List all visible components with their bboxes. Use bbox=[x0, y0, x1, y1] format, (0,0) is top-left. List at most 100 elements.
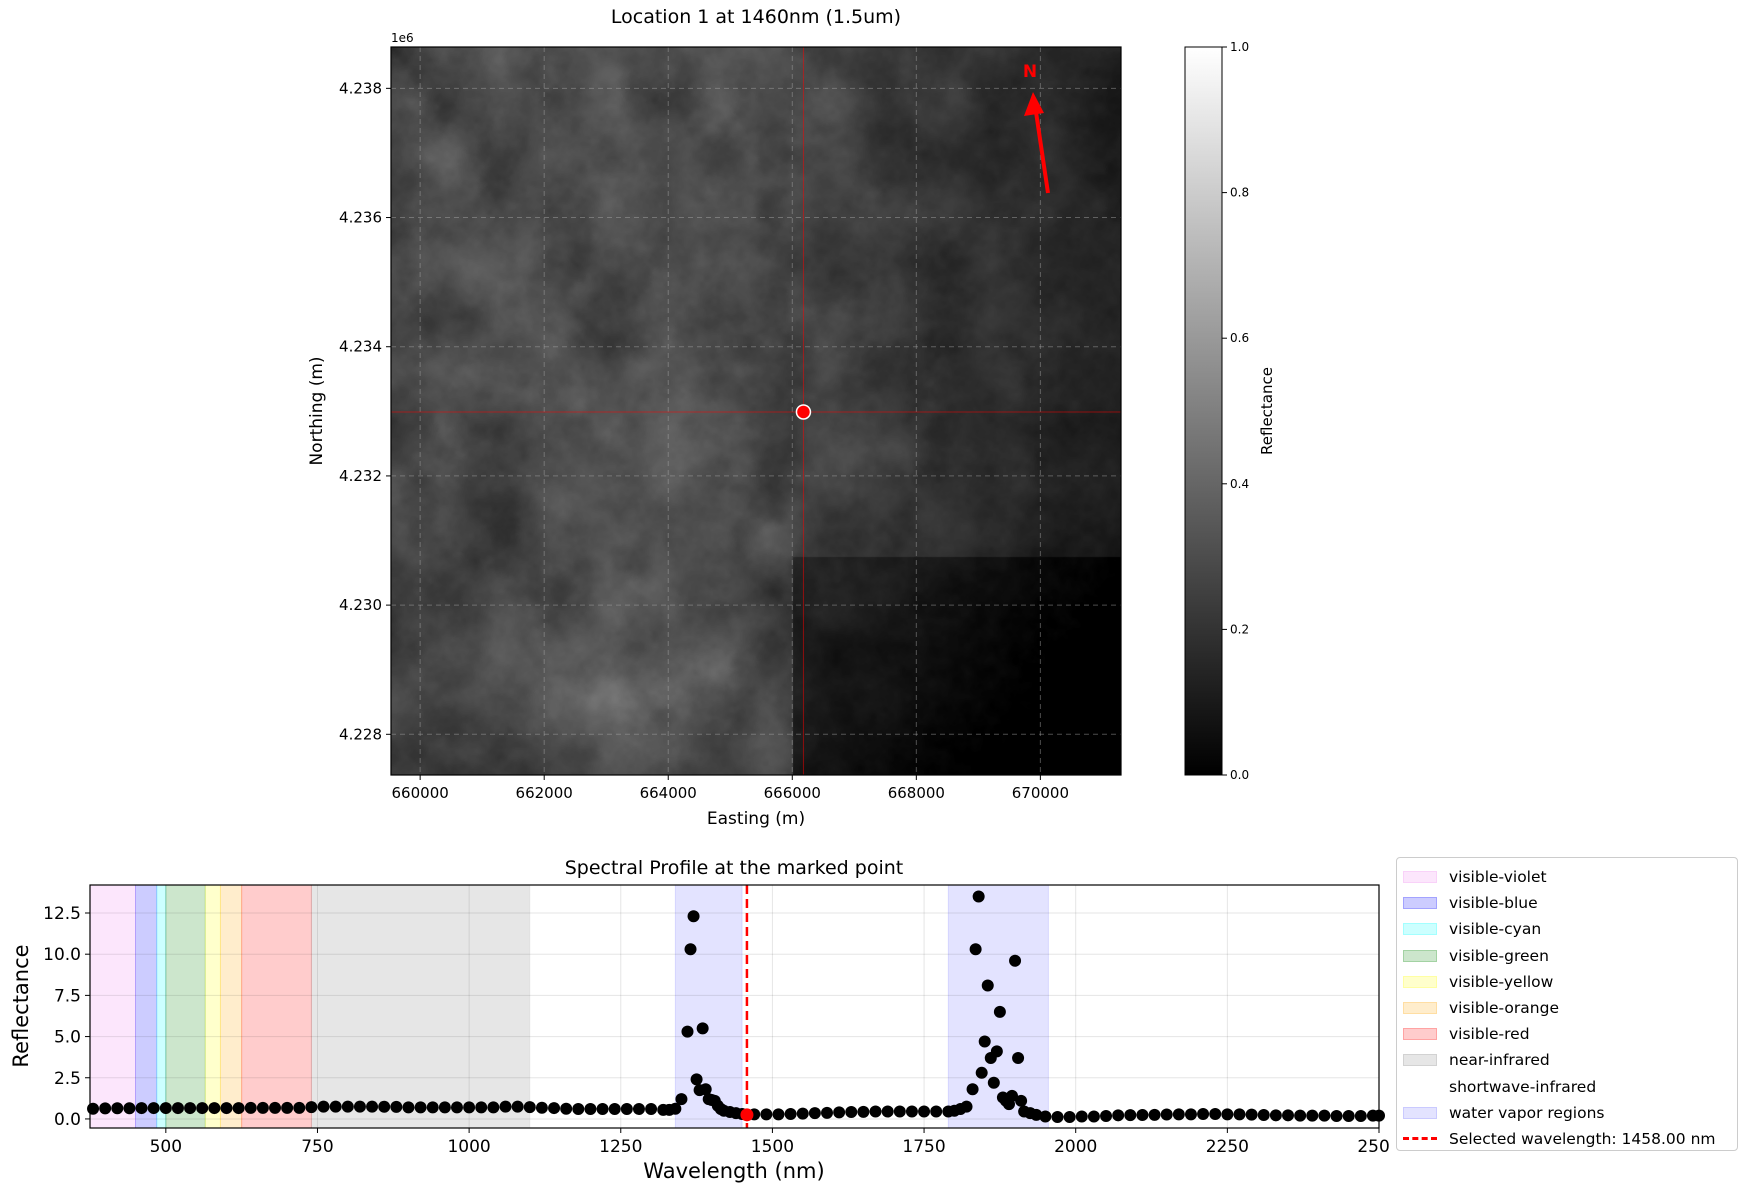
spectral-point bbox=[675, 1093, 688, 1106]
map-xtick-label: 666000 bbox=[764, 784, 821, 802]
map-axes: N 660000 662000 664000 666000 668000 670000 4… bbox=[307, 31, 1276, 829]
spectral-point bbox=[511, 1100, 524, 1113]
spectral-point bbox=[596, 1103, 609, 1116]
chart-xtick-label: 1750 bbox=[902, 1137, 945, 1157]
north-label: N bbox=[1023, 62, 1037, 82]
legend-item: Selected wavelength: 1458.00 nm bbox=[1397, 1126, 1737, 1152]
legend-item: visible-red bbox=[1397, 1021, 1737, 1047]
spectral-point bbox=[1172, 1108, 1185, 1121]
region-visible-yellow bbox=[204, 884, 221, 1129]
map-ytick-label: 4.238 bbox=[339, 79, 382, 97]
region-visible-red bbox=[241, 884, 312, 1129]
chart-ylabel: Reflectance bbox=[9, 944, 33, 1067]
legend-item: visible-blue bbox=[1397, 890, 1737, 916]
spectral-point bbox=[1075, 1110, 1088, 1123]
spectral-point bbox=[1030, 1108, 1043, 1121]
spectral-point bbox=[329, 1100, 342, 1113]
map-ytick-label: 4.230 bbox=[339, 596, 382, 614]
spectral-point bbox=[972, 890, 985, 903]
spectral-point bbox=[845, 1106, 858, 1119]
spectral-point bbox=[1009, 954, 1022, 967]
spectral-chart: Spectral Profile at the marked point 500… bbox=[9, 857, 1390, 1183]
spectral-point bbox=[402, 1101, 415, 1114]
legend-item: visible-green bbox=[1397, 943, 1737, 969]
legend-label: visible-blue bbox=[1449, 894, 1538, 913]
spectral-point bbox=[171, 1102, 184, 1115]
spectral-point bbox=[1087, 1110, 1100, 1123]
spectral-point bbox=[584, 1103, 597, 1116]
spectral-point bbox=[438, 1101, 451, 1114]
region-visible-green bbox=[165, 884, 206, 1129]
spectral-point bbox=[1245, 1108, 1258, 1121]
y-offset-text: 1e6 bbox=[391, 31, 414, 45]
chart-ytick-label: 5.0 bbox=[54, 1028, 81, 1048]
spectral-point bbox=[918, 1105, 931, 1118]
north-arrow-icon bbox=[1034, 111, 1050, 194]
chart-xtick-label: 500 bbox=[150, 1137, 182, 1157]
spectral-point bbox=[1051, 1110, 1064, 1123]
legend-item: visible-yellow bbox=[1397, 969, 1737, 995]
spectral-point bbox=[975, 1066, 988, 1079]
spectral-point bbox=[1197, 1107, 1210, 1120]
map-xtick-label: 664000 bbox=[640, 784, 697, 802]
spectral-point bbox=[608, 1103, 621, 1116]
chart-ytick-label: 0.0 bbox=[54, 1110, 81, 1130]
map-xtick-label: 670000 bbox=[1012, 784, 1069, 802]
spectral-point bbox=[426, 1101, 439, 1114]
spectral-point bbox=[760, 1108, 773, 1121]
spectral-point bbox=[857, 1105, 870, 1118]
spectral-point bbox=[1318, 1109, 1331, 1122]
spectral-point bbox=[184, 1102, 197, 1115]
spectral-point bbox=[1354, 1109, 1367, 1122]
spectral-point bbox=[87, 1102, 100, 1115]
spectral-point bbox=[690, 1073, 703, 1086]
chart-xtick-label: 750 bbox=[301, 1137, 333, 1157]
legend-dashed-line bbox=[1403, 1137, 1437, 1141]
spectral-point bbox=[796, 1107, 809, 1120]
chart-xlabel: Wavelength (nm) bbox=[643, 1159, 824, 1183]
legend-swatch bbox=[1403, 923, 1437, 936]
spectral-point bbox=[560, 1102, 573, 1115]
spectral-point bbox=[881, 1105, 894, 1118]
map-ylabel: Northing (m) bbox=[307, 356, 327, 465]
colorbar-tick-label: 0.2 bbox=[1230, 622, 1249, 636]
spectral-point bbox=[1330, 1109, 1343, 1122]
legend-swatch bbox=[1403, 1054, 1437, 1067]
map-ytick-label: 4.234 bbox=[339, 338, 382, 356]
map-xlabel: Easting (m) bbox=[707, 809, 805, 829]
spectral-point bbox=[684, 943, 697, 956]
spectral-point bbox=[969, 943, 982, 956]
chart-title: Spectral Profile at the marked point bbox=[565, 857, 903, 879]
legend-item: visible-cyan bbox=[1397, 916, 1737, 942]
spectral-point bbox=[966, 1083, 979, 1096]
spectral-point bbox=[535, 1101, 548, 1114]
spectral-point bbox=[772, 1108, 785, 1121]
legend-swatch bbox=[1403, 975, 1437, 988]
chart-xtick-label: 1000 bbox=[447, 1137, 490, 1157]
legend-label: Selected wavelength: 1458.00 nm bbox=[1449, 1129, 1716, 1148]
spectral-point bbox=[147, 1102, 160, 1115]
spectral-point bbox=[1282, 1109, 1295, 1122]
colorbar-tick-label: 0.8 bbox=[1230, 186, 1249, 200]
region-visible-blue bbox=[134, 884, 158, 1129]
legend-item: water vapor regions bbox=[1397, 1100, 1737, 1126]
spectral-point bbox=[869, 1105, 882, 1118]
spectral-point bbox=[960, 1100, 973, 1113]
spectral-point bbox=[632, 1103, 645, 1116]
spectral-point bbox=[1112, 1109, 1125, 1122]
spectral-point bbox=[930, 1105, 943, 1118]
spectral-point bbox=[1269, 1109, 1282, 1122]
spectral-point bbox=[487, 1101, 500, 1114]
marked-point bbox=[795, 404, 812, 420]
spectral-point bbox=[572, 1103, 585, 1116]
spectral-point bbox=[548, 1102, 561, 1115]
chart-legend: visible-violet visible-blue visible-cyan vi… bbox=[1396, 857, 1738, 1151]
spectral-point bbox=[281, 1101, 294, 1114]
spectral-point bbox=[978, 1035, 991, 1048]
legend-label: visible-red bbox=[1449, 1025, 1530, 1044]
chart-xtick-label: 1500 bbox=[751, 1137, 794, 1157]
spectral-point bbox=[1039, 1110, 1052, 1123]
spectral-point bbox=[390, 1100, 403, 1113]
legend-swatch bbox=[1403, 897, 1437, 910]
colorbar-label: Reflectance bbox=[1258, 367, 1276, 455]
